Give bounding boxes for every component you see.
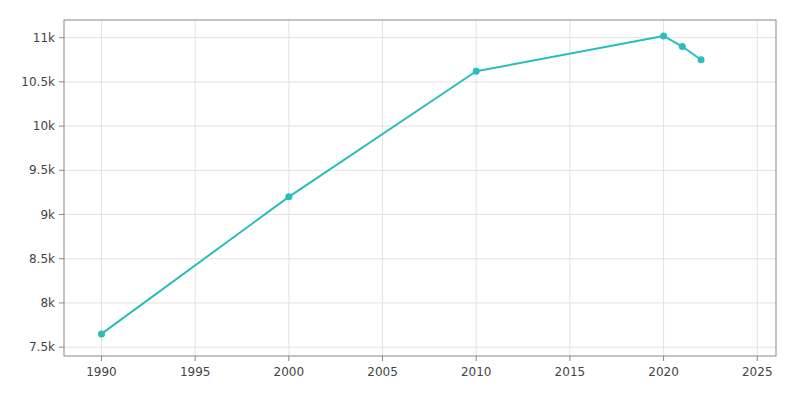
- x-tick: [195, 356, 196, 361]
- chart-svg: 1990 1995 2000 2005 2010 2015 2020 2025 7.5k 8k 8.…: [0, 0, 800, 400]
- y-tick: [59, 126, 64, 127]
- y-tick-label: 8k: [40, 296, 55, 310]
- x-tick-label: 2010: [461, 365, 492, 379]
- y-tick-label: 9k: [40, 208, 55, 222]
- data-point: [698, 56, 705, 63]
- x-tick-label: 2025: [742, 365, 773, 379]
- x-tick-label: 2020: [648, 365, 679, 379]
- data-point: [473, 68, 480, 75]
- x-tick-label: 2005: [367, 365, 398, 379]
- data-point: [285, 193, 292, 200]
- y-tick: [59, 347, 64, 348]
- x-grid-line: [757, 20, 758, 356]
- y-grid-line: [64, 126, 776, 127]
- x-tick-label: 2015: [555, 365, 586, 379]
- chart-container: 1990 1995 2000 2005 2010 2015 2020 2025 7.5k 8k 8.…: [0, 0, 800, 400]
- x-tick: [382, 356, 383, 361]
- y-tick: [59, 37, 64, 38]
- data-point: [660, 32, 667, 39]
- y-tick-label: 9.5k: [29, 163, 55, 177]
- x-tick-label: 1990: [86, 365, 117, 379]
- plot-frame: [64, 20, 776, 356]
- x-tick: [476, 356, 477, 361]
- y-tick: [59, 81, 64, 82]
- y-grid-line: [64, 302, 776, 303]
- x-grid-line: [101, 20, 102, 356]
- x-axis: 1990 1995 2000 2005 2010 2015 2020 2025: [86, 356, 772, 379]
- series: [98, 32, 705, 337]
- data-point: [679, 43, 686, 50]
- x-grid-line: [288, 20, 289, 356]
- y-tick: [59, 258, 64, 259]
- y-grid-line: [64, 347, 776, 348]
- grid: [64, 20, 776, 356]
- x-tick: [569, 356, 570, 361]
- x-grid-line: [569, 20, 570, 356]
- x-grid-line: [663, 20, 664, 356]
- x-tick: [101, 356, 102, 361]
- y-axis: 7.5k 8k 8.5k 9k 9.5k 10k 10.5k 11k: [21, 31, 64, 354]
- x-tick-label: 1995: [180, 365, 211, 379]
- y-tick: [59, 214, 64, 215]
- data-line: [101, 36, 701, 334]
- y-tick-label: 11k: [33, 31, 55, 45]
- y-tick: [59, 170, 64, 171]
- y-tick-label: 10.5k: [21, 75, 55, 89]
- x-tick-label: 2000: [274, 365, 305, 379]
- y-grid-line: [64, 170, 776, 171]
- x-tick: [757, 356, 758, 361]
- y-tick-label: 7.5k: [29, 340, 55, 354]
- x-tick: [663, 356, 664, 361]
- data-point: [98, 330, 105, 337]
- y-tick-label: 10k: [33, 119, 55, 133]
- y-grid-line: [64, 214, 776, 215]
- x-grid-line: [195, 20, 196, 356]
- y-grid-line: [64, 258, 776, 259]
- x-tick: [288, 356, 289, 361]
- y-tick: [59, 302, 64, 303]
- y-grid-line: [64, 81, 776, 82]
- y-tick-label: 8.5k: [29, 252, 55, 266]
- x-grid-line: [382, 20, 383, 356]
